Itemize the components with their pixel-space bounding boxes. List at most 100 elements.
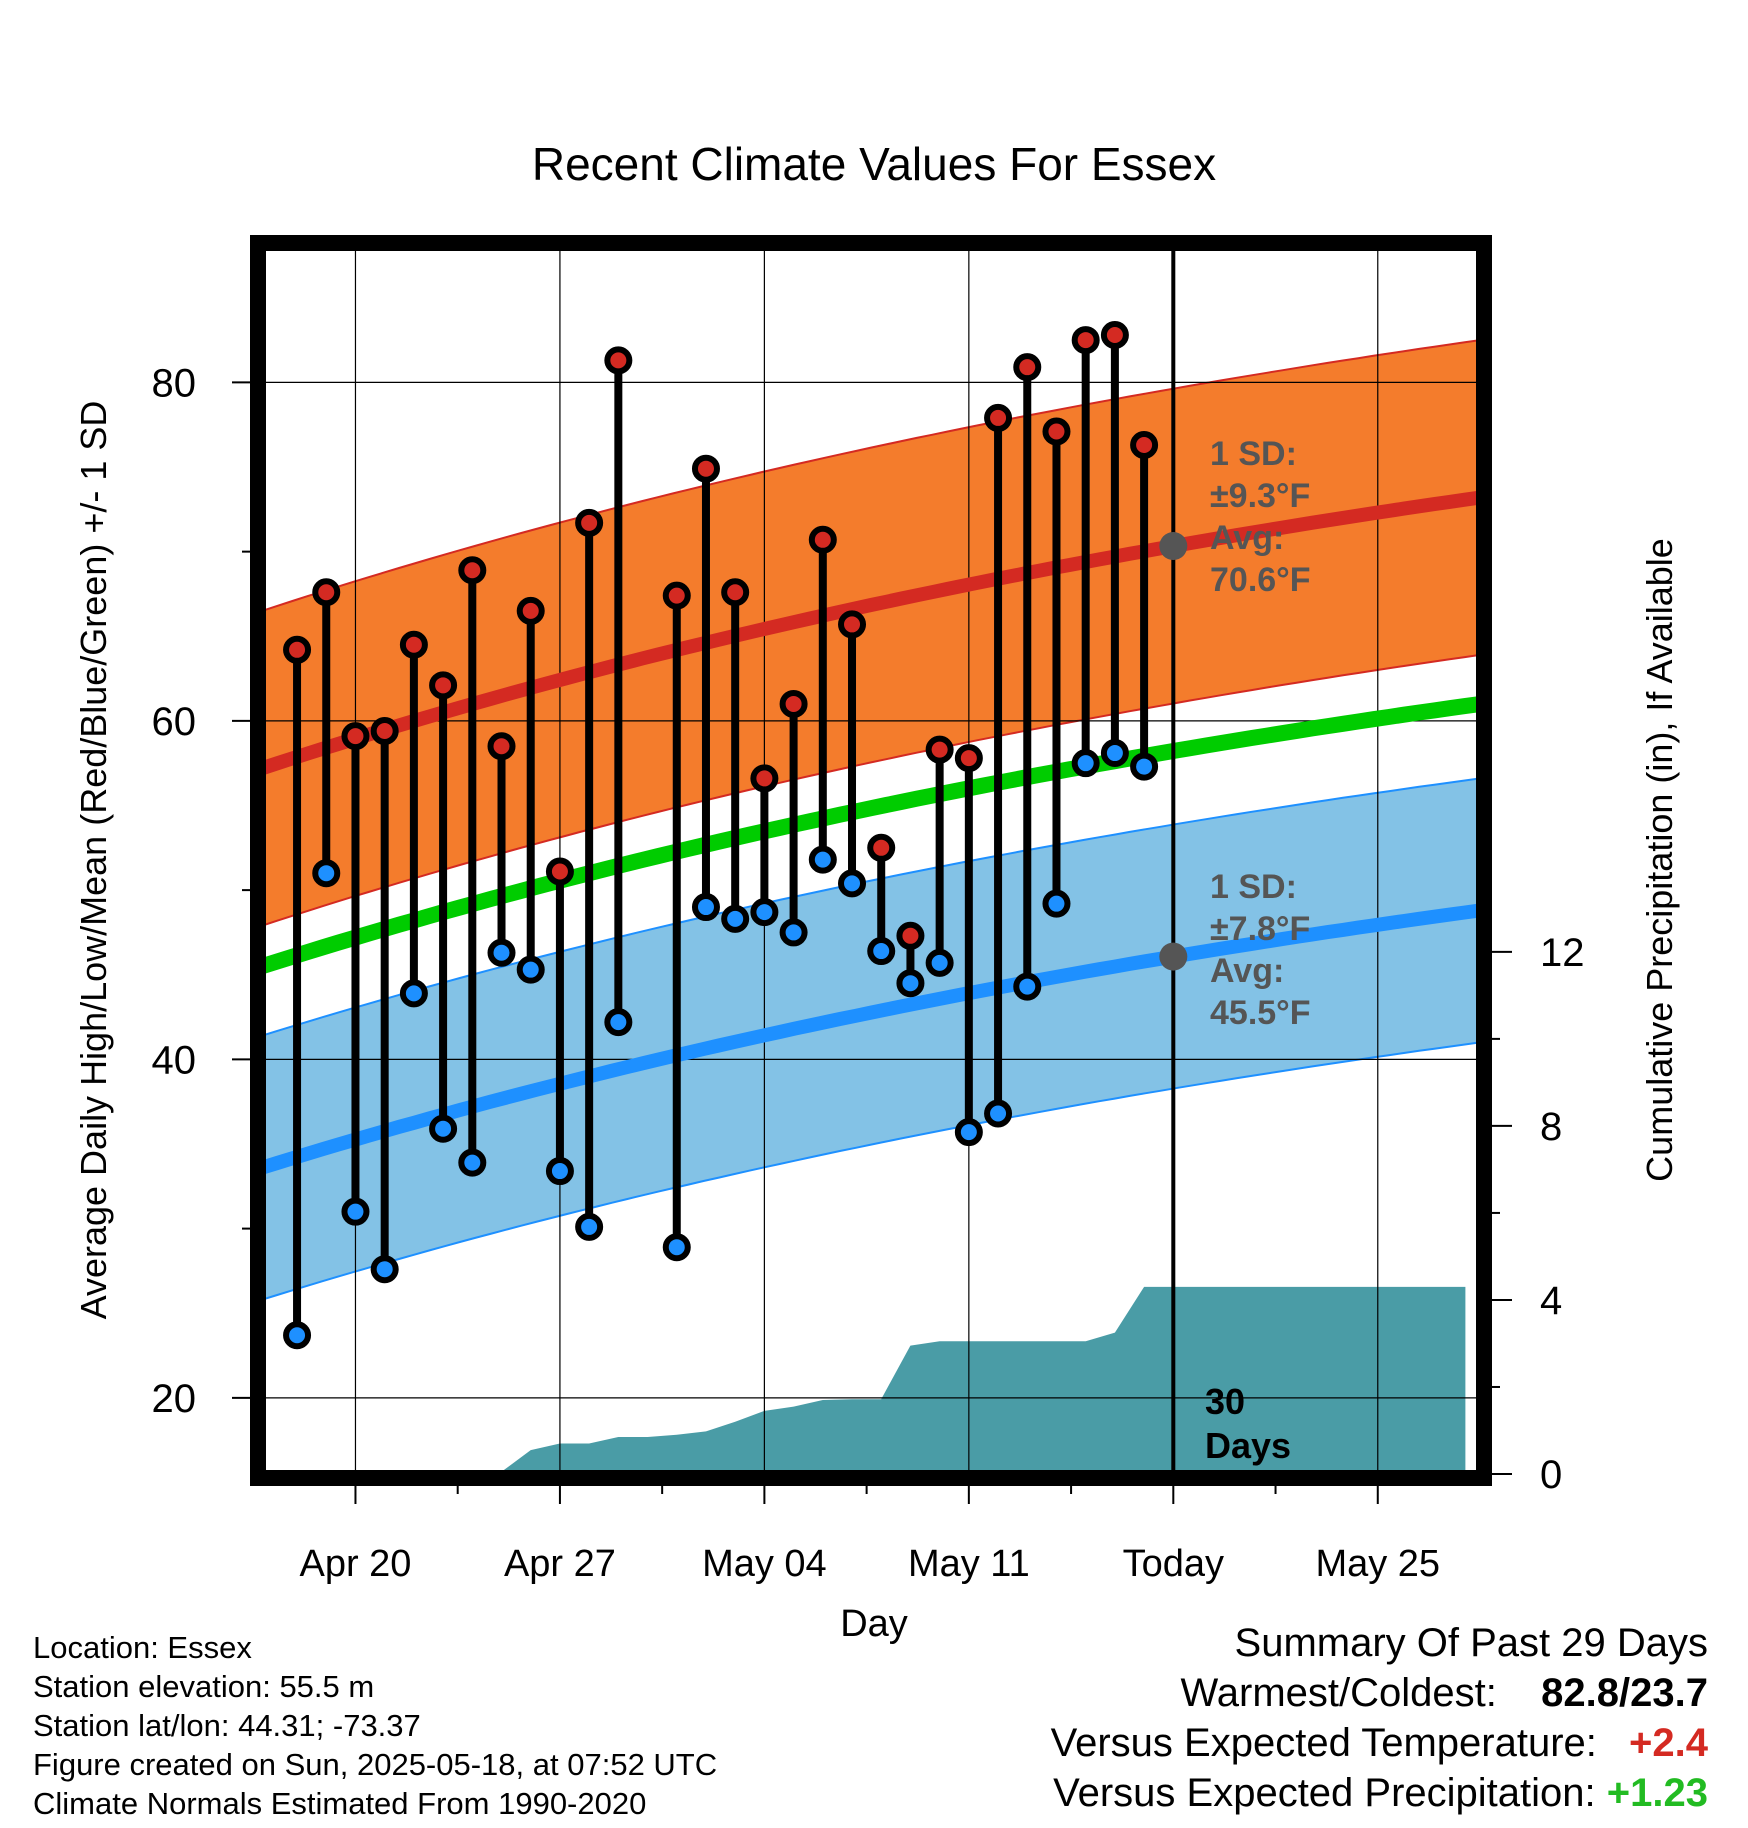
x-tick-label: Today bbox=[1123, 1543, 1224, 1585]
low-point bbox=[487, 938, 516, 967]
high-avg-value: 70.6°F bbox=[1210, 561, 1311, 599]
precip-label: Versus Expected Precipitation: bbox=[1053, 1771, 1596, 1815]
low-avg-label: Avg: bbox=[1210, 952, 1284, 990]
high-point bbox=[1130, 431, 1159, 460]
low-annotation: 1 SD: ±7.8°F Avg: 45.5°F bbox=[1210, 868, 1311, 1032]
low-point bbox=[604, 1008, 633, 1037]
y2-axis-label: Cumulative Precipitation (in), If Availa… bbox=[1639, 538, 1680, 1182]
high-point bbox=[516, 596, 545, 625]
y-axis-label: Average Daily High/Low/Mean (Red/Blue/Gr… bbox=[73, 401, 114, 1320]
high-point bbox=[604, 346, 633, 375]
high-avg-line bbox=[262, 490, 1480, 775]
chart-title: Recent Climate Values For Essex bbox=[532, 138, 1216, 190]
high-point bbox=[954, 744, 983, 773]
low-point bbox=[925, 948, 954, 977]
plot-content: 1 SD: ±9.3°F Avg: 70.6°F 1 SD: ±7.8°F Avg: 45.5… bbox=[262, 247, 1480, 1474]
low-point bbox=[429, 1114, 458, 1143]
low-point bbox=[867, 937, 896, 966]
high-point bbox=[283, 635, 312, 664]
low-point bbox=[1013, 972, 1042, 1001]
x-tick-label: Apr 20 bbox=[299, 1543, 411, 1585]
high-sd-value: ±9.3°F bbox=[1210, 477, 1310, 515]
low-point bbox=[1100, 739, 1129, 768]
x-tick-label: May 11 bbox=[908, 1543, 1030, 1585]
high-point bbox=[984, 403, 1013, 432]
y-tick-label: 60 bbox=[152, 700, 197, 744]
low-point bbox=[838, 869, 867, 898]
precip-row: Versus Expected Precipitation: +1.23 bbox=[1051, 1768, 1708, 1818]
high-point bbox=[750, 764, 779, 793]
low-point bbox=[458, 1148, 487, 1177]
low-point bbox=[283, 1321, 312, 1350]
location-text: Location: Essex bbox=[33, 1630, 252, 1665]
y2-tick-label: 0 bbox=[1540, 1453, 1562, 1497]
low-sd-label: 1 SD: bbox=[1210, 868, 1297, 906]
normals-text: Climate Normals Estimated From 1990-2020 bbox=[33, 1786, 647, 1821]
low-point bbox=[370, 1255, 399, 1284]
high-point bbox=[1071, 326, 1100, 355]
low-point bbox=[984, 1099, 1013, 1128]
warm-cold-row: Warmest/Coldest: 82.8/23.7 bbox=[1051, 1668, 1709, 1718]
y-tick-label: 40 bbox=[152, 1038, 197, 1082]
high-sd-label: 1 SD: bbox=[1210, 435, 1297, 473]
summary-panel: Summary Of Past 29 Days Warmest/Coldest:… bbox=[1051, 1618, 1708, 1818]
high-point bbox=[838, 610, 867, 639]
warm-cold-label: Warmest/Coldest: bbox=[1180, 1671, 1497, 1715]
plot-frame bbox=[250, 235, 1492, 1486]
high-sd-band bbox=[262, 339, 1480, 927]
low-point bbox=[399, 979, 428, 1008]
high-point bbox=[662, 581, 691, 610]
high-point bbox=[312, 578, 341, 607]
x-axis-label: Day bbox=[840, 1603, 908, 1645]
low-avg-line bbox=[262, 903, 1480, 1175]
low-avg-value: 45.5°F bbox=[1210, 994, 1311, 1032]
plot-area: 1 SD: ±9.3°F Avg: 70.6°F 1 SD: ±7.8°F Avg: 45.5… bbox=[152, 235, 1585, 1585]
low-point bbox=[896, 969, 925, 998]
x-tick-label: May 25 bbox=[1315, 1543, 1440, 1585]
y-tick-label: 80 bbox=[152, 361, 197, 405]
low-point bbox=[1130, 752, 1159, 781]
latlon-text: Station lat/lon: 44.31; -73.37 bbox=[33, 1708, 421, 1743]
low-point bbox=[516, 955, 545, 984]
high-point bbox=[458, 556, 487, 585]
precip-value: +1.23 bbox=[1606, 1771, 1708, 1815]
high-point bbox=[399, 630, 428, 659]
low-point bbox=[808, 845, 837, 874]
x-tick-label: May 04 bbox=[702, 1543, 827, 1585]
temp-row: Versus Expected Temperature: +2.4 bbox=[1051, 1718, 1708, 1768]
high-point bbox=[691, 454, 720, 483]
high-point bbox=[721, 578, 750, 607]
station-info: Location: Essex Station elevation: 55.5 … bbox=[33, 1628, 717, 1823]
warm-cold-value: 82.8/23.7 bbox=[1541, 1671, 1708, 1715]
y2-tick-label: 4 bbox=[1540, 1279, 1562, 1323]
y-tick-label: 20 bbox=[152, 1377, 197, 1421]
high-point bbox=[925, 735, 954, 764]
y2-tick-label: 12 bbox=[1540, 931, 1585, 975]
temp-label: Versus Expected Temperature: bbox=[1050, 1721, 1597, 1765]
low-point bbox=[750, 898, 779, 927]
temp-value: +2.4 bbox=[1629, 1721, 1708, 1765]
low-point bbox=[779, 918, 808, 947]
y2-tick-label: 8 bbox=[1540, 1105, 1562, 1149]
low-point bbox=[312, 859, 341, 888]
high-avg-label: Avg: bbox=[1210, 519, 1284, 557]
high-point bbox=[1100, 321, 1129, 350]
mean-line bbox=[262, 696, 1480, 974]
high-point bbox=[370, 717, 399, 746]
high-point bbox=[575, 508, 604, 537]
high-point bbox=[341, 722, 370, 751]
summary-title: Summary Of Past 29 Days bbox=[1234, 1621, 1708, 1665]
high-point bbox=[896, 921, 925, 950]
high-point bbox=[429, 671, 458, 700]
low-today-marker bbox=[1159, 942, 1188, 971]
days-label-line: 30 bbox=[1205, 1381, 1245, 1422]
low-point bbox=[721, 904, 750, 933]
high-annotation: 1 SD: ±9.3°F Avg: 70.6°F bbox=[1210, 435, 1311, 599]
low-point bbox=[575, 1212, 604, 1241]
created-text: Figure created on Sun, 2025-05-18, at 07… bbox=[33, 1747, 718, 1782]
low-point bbox=[1042, 889, 1071, 918]
low-point bbox=[954, 1118, 983, 1147]
high-point bbox=[779, 689, 808, 718]
low-point bbox=[1071, 749, 1100, 778]
